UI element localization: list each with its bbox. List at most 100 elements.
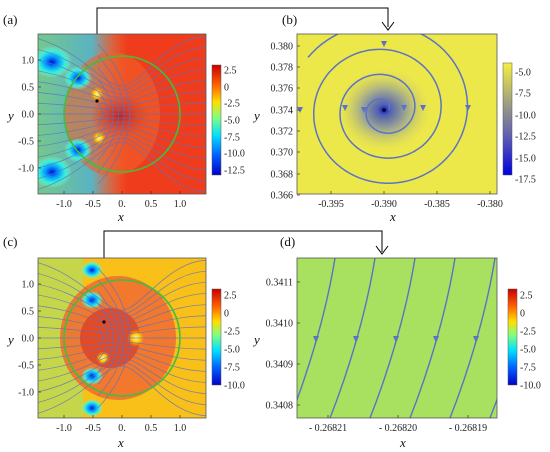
panel-d-colorbar-ticks: 2.5 0 -2.5 -5.0 -7.5 -10.0 [520, 291, 541, 392]
streamline [97, 67, 119, 161]
panel-a-ylabel: y [6, 108, 14, 123]
minimum-marker-c [81, 367, 103, 385]
colorbar-tick-label: 2.5 [224, 66, 237, 77]
minimum-marker-c [81, 399, 103, 417]
streamline [297, 258, 336, 402]
panel-d-heatmap [297, 258, 497, 418]
streamline [97, 55, 125, 173]
x-tick-label: -0.390 [371, 199, 397, 210]
streamline [409, 258, 456, 418]
colorbar-tick-label: -7.5 [515, 89, 531, 100]
colorbar-tick-label: -2.5 [224, 327, 240, 338]
streamline [38, 117, 206, 126]
minimum-marker-a [64, 138, 92, 162]
colorbar-tick-label: -7.5 [520, 363, 536, 374]
y-tick-label: -0.5 [18, 361, 34, 372]
panel-b-colorbar [502, 62, 513, 176]
y-tick-label: 0.376 [271, 84, 294, 95]
streamline [38, 341, 206, 350]
x-tick-label: 1.0 [174, 423, 187, 434]
x-tick-label: - 0.26821 [309, 423, 347, 434]
panel-d-ylabel: y [252, 332, 260, 347]
streamline [38, 259, 206, 311]
panel-b-y-ticks: 0.380 0.378 0.376 0.374 0.372 0.370 0.368 0.366 [271, 42, 300, 202]
panel-d-xlabel: x [399, 435, 406, 450]
x-tick-label: -0.380 [477, 199, 503, 210]
y-tick-label: 0.372 [271, 127, 294, 138]
streamlines-c [38, 259, 206, 417]
colorbar-tick-label: -7.5 [224, 133, 240, 144]
x-tick-label: -0.395 [318, 199, 344, 210]
streamline [38, 282, 206, 319]
panel-c-label: (c) [3, 234, 17, 249]
colorbar-tick-label: -2.5 [520, 327, 536, 338]
streamline-arrowheads-d [313, 336, 479, 343]
colorbar-tick-label: 2.5 [520, 291, 533, 302]
streamline [38, 141, 206, 193]
y-tick-label: 0.0 [22, 334, 35, 345]
y-tick-label: 0.370 [271, 148, 294, 159]
panel-b-xlabel: x [389, 209, 396, 224]
zoom-point-a [95, 99, 99, 103]
streamline-arrowhead [313, 336, 319, 343]
x-tick-label: - 0.26820 [379, 423, 417, 434]
x-tick-label: -1.0 [56, 199, 72, 210]
panel-d-frame [296, 257, 498, 419]
colorbar-tick-label: -10.0 [515, 111, 536, 122]
connector-c-to-d-head [375, 245, 389, 255]
streamlines-d [297, 258, 497, 418]
colorbar-tick-label: -10.0 [224, 381, 245, 392]
streamline [97, 91, 109, 137]
x-tick-label: 0. [118, 199, 126, 210]
x-tick-label: -0.5 [85, 423, 101, 434]
panel-d-y-ticks: 0.3411 0.3410 0.3409 0.3408 [266, 278, 300, 412]
streamline [97, 267, 130, 409]
y-tick-label: 0.5 [22, 307, 35, 318]
panel-b: (b) y x -0.395 -0.390 -0.385 -0.380 0.3800.… [252, 12, 536, 224]
y-tick-label: 0.3409 [266, 360, 294, 371]
zoom-point-c [102, 320, 106, 324]
streamline [38, 326, 206, 335]
streamline [97, 79, 114, 149]
streamline [38, 365, 206, 417]
panel-b-frame [296, 33, 498, 195]
streamline [38, 133, 206, 170]
streamlines-a [38, 35, 206, 193]
spiral-center [382, 108, 386, 112]
streamline [369, 258, 416, 418]
y-tick-label: 0.3408 [266, 401, 294, 412]
panel-d-colorbar [507, 288, 518, 386]
streamline [38, 357, 206, 394]
x-tick-label: 0. [118, 423, 126, 434]
panel-a-label: (a) [3, 12, 17, 27]
streamline [97, 43, 130, 185]
x-tick-label: -1.0 [56, 423, 72, 434]
panel-c-y-ticks: 1.0 0.5 0.0 -0.5 -1.0 [18, 280, 41, 399]
streamline [38, 345, 206, 361]
minimum-marker-a [64, 66, 92, 90]
spiral-arrowhead [381, 41, 387, 47]
panel-b-label: (b) [282, 12, 297, 27]
y-tick-label: 0.3411 [266, 278, 293, 289]
streamline [449, 258, 496, 418]
panel-d-label: (d) [280, 234, 295, 249]
x-tick-label: -0.5 [85, 199, 101, 210]
colorbar-tick-label: -17.5 [515, 175, 536, 186]
y-tick-label: -1.0 [18, 164, 34, 175]
y-tick-label: -0.5 [18, 137, 34, 148]
colorbar-tick-label: -5.0 [224, 116, 240, 127]
panel-c-colorbar-ticks: 2.5 0 -2.5 -5.0 -7.5 -10.0 [224, 291, 245, 392]
panel-c-ylabel: y [6, 332, 14, 347]
colorbar-tick-label: -12.5 [224, 166, 245, 177]
unit-circle-a [63, 55, 181, 173]
x-tick-label: 1.0 [174, 199, 187, 210]
spiral-streamline [307, 34, 469, 184]
streamline [38, 137, 206, 182]
streamline [38, 349, 206, 372]
y-tick-label: 0.368 [271, 170, 294, 181]
panel-a-y-ticks: 1.0 0.5 0.0 -0.5 -1.0 [18, 56, 41, 175]
colorbar-tick-label: -7.5 [224, 363, 240, 374]
y-tick-label: 1.0 [22, 56, 35, 67]
y-tick-label: 0.374 [271, 106, 294, 117]
